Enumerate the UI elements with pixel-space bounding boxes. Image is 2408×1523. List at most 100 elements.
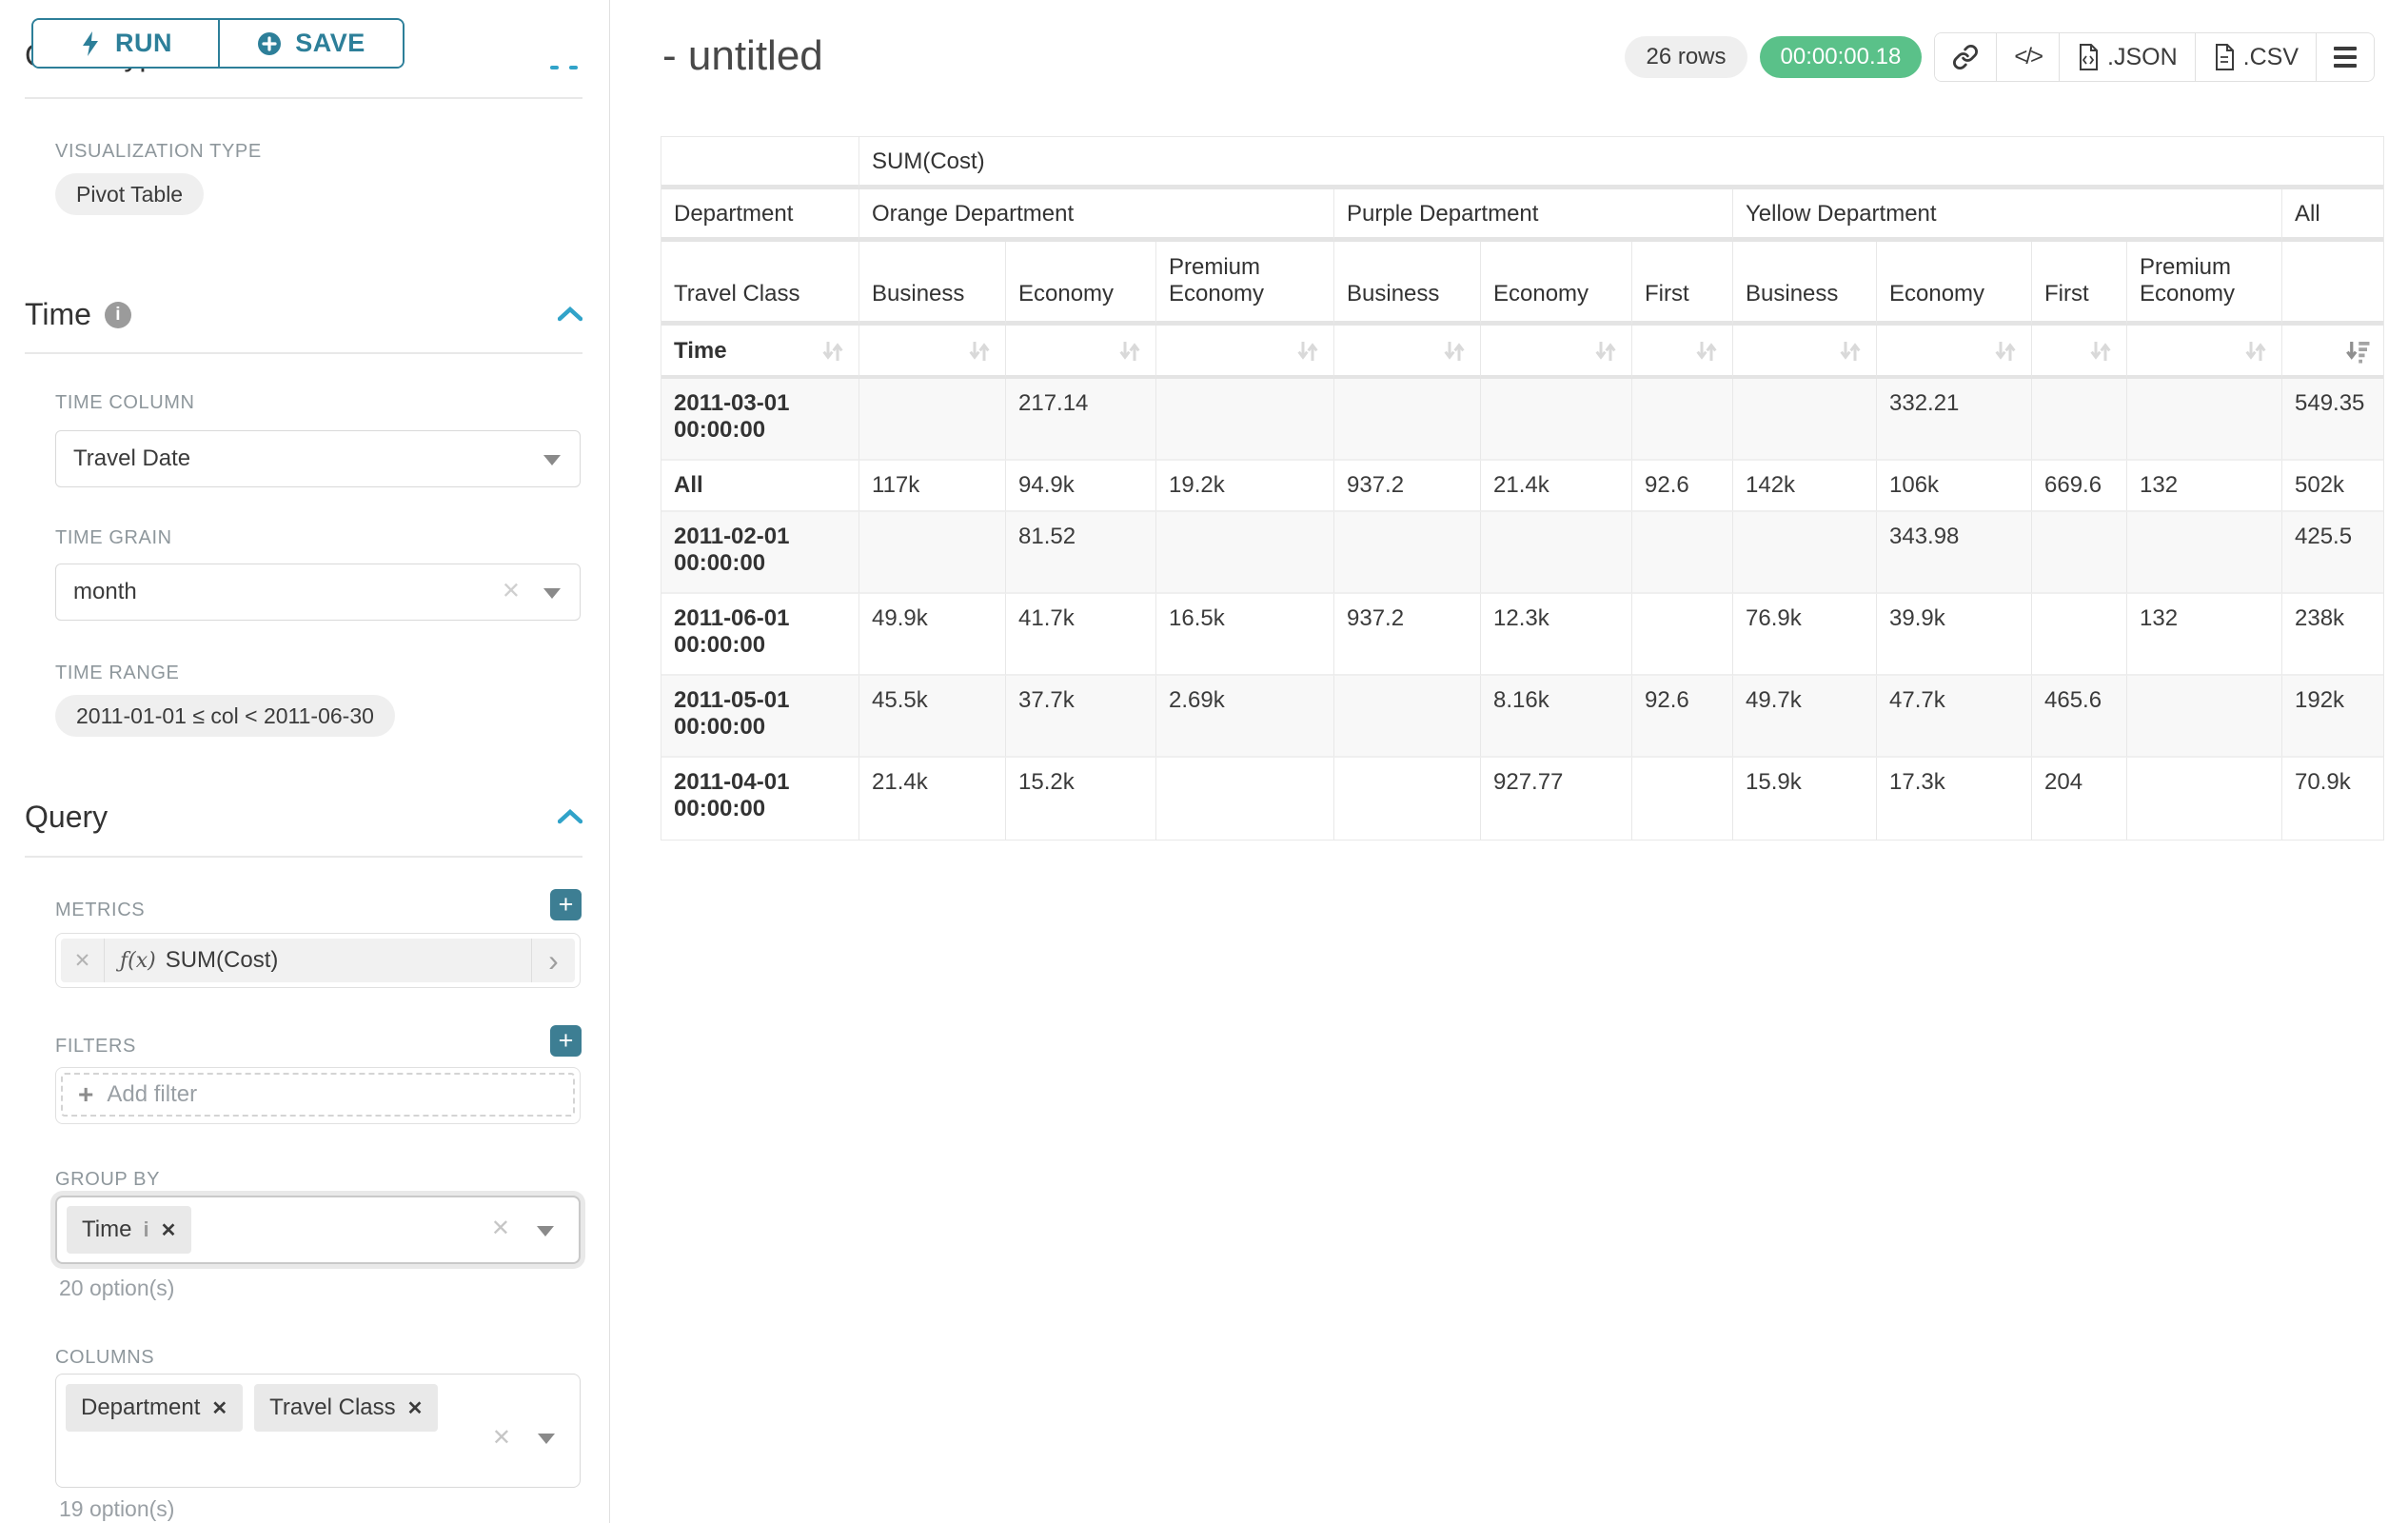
pivot-col-header: Economy bbox=[1481, 242, 1632, 326]
sort-toggle[interactable] bbox=[1733, 326, 1877, 379]
pivot-cell: 937.2 bbox=[1334, 461, 1481, 512]
file-icon bbox=[2213, 44, 2236, 70]
export-json-button[interactable]: .JSON bbox=[2059, 33, 2195, 81]
columns-chip[interactable]: Department ✕ bbox=[66, 1384, 244, 1432]
share-link-button[interactable] bbox=[1935, 33, 1997, 81]
pivot-cell bbox=[1481, 512, 1632, 594]
visualization-type-value: Pivot Table bbox=[76, 181, 184, 207]
pivot-metric-row: SUM(Cost) bbox=[661, 137, 2384, 189]
pivot-row-header: 2011-03-01 00:00:00 bbox=[661, 379, 859, 461]
filters-label: FILTERS bbox=[55, 1036, 136, 1057]
pivot-cell: 39.9k bbox=[1877, 594, 2032, 676]
add-filter-plus-button[interactable]: + bbox=[550, 1025, 582, 1057]
visualization-type-pill[interactable]: Pivot Table bbox=[55, 173, 205, 215]
pivot-cell: 37.7k bbox=[1006, 676, 1156, 758]
sort-toggle[interactable] bbox=[1632, 326, 1733, 379]
remove-chip-icon[interactable]: ✕ bbox=[211, 1397, 228, 1419]
pivot-cell bbox=[859, 379, 1006, 461]
remove-chip-icon[interactable]: ✕ bbox=[160, 1219, 177, 1241]
columns-select[interactable]: Department ✕ Travel Class ✕ ✕ bbox=[55, 1374, 581, 1488]
chart-header-actions: 26 rows 00:00:00.18 </> bbox=[1625, 32, 2375, 82]
sort-toggle[interactable] bbox=[1481, 326, 1632, 379]
pivot-row-header: 2011-06-01 00:00:00 bbox=[661, 594, 859, 676]
plus-icon: + bbox=[78, 1079, 94, 1109]
sort-toggle[interactable] bbox=[2127, 326, 2282, 379]
pivot-cell: 92.6 bbox=[1632, 676, 1733, 758]
filters-container: + Add filter bbox=[55, 1067, 581, 1124]
run-button-label: RUN bbox=[115, 29, 172, 57]
sort-toggle[interactable] bbox=[1006, 326, 1156, 379]
pivot-cell: 47.7k bbox=[1877, 676, 2032, 758]
pivot-row-header: 2011-04-01 00:00:00 bbox=[661, 758, 859, 840]
pivot-cell: 192k bbox=[2282, 676, 2384, 758]
sort-toggle-time[interactable]: Time bbox=[661, 326, 859, 379]
visualization-type-label: VISUALIZATION TYPE bbox=[55, 141, 262, 162]
menu-button[interactable] bbox=[2316, 33, 2374, 81]
export-button-group: </> .JSON .CSV bbox=[1934, 32, 2375, 82]
pivot-cell: 21.4k bbox=[1481, 461, 1632, 512]
view-query-button[interactable]: </> bbox=[1996, 33, 2060, 81]
pivot-col-header: Premium Economy bbox=[1156, 242, 1334, 326]
time-grain-value: month bbox=[73, 579, 137, 604]
pivot-col-header: Economy bbox=[1877, 242, 2032, 326]
pivot-cell: 238k bbox=[2282, 594, 2384, 676]
chip-label: Travel Class bbox=[269, 1394, 396, 1420]
section-divider bbox=[25, 856, 582, 858]
save-button-label: SAVE bbox=[295, 29, 365, 57]
time-range-pill[interactable]: 2011-01-01 ≤ col < 2011-06-30 bbox=[55, 695, 395, 737]
sort-toggle[interactable] bbox=[1156, 326, 1334, 379]
chevron-down-icon bbox=[543, 455, 561, 465]
clear-icon[interactable]: ✕ bbox=[490, 1216, 510, 1241]
group-by-options-hint: 20 option(s) bbox=[59, 1276, 175, 1300]
pivot-cell: 92.6 bbox=[1632, 461, 1733, 512]
columns-label: COLUMNS bbox=[55, 1347, 155, 1368]
pivot-dim1-label: Department bbox=[661, 189, 859, 242]
panel-resize-dot bbox=[569, 66, 578, 69]
clear-icon[interactable]: ✕ bbox=[491, 1425, 511, 1451]
chevron-down-icon bbox=[538, 1434, 555, 1444]
sort-toggle[interactable] bbox=[859, 326, 1006, 379]
info-icon[interactable]: i bbox=[104, 301, 131, 328]
time-column-select[interactable]: Travel Date bbox=[55, 430, 581, 487]
run-button[interactable]: RUN bbox=[33, 20, 218, 67]
sort-toggle[interactable] bbox=[2032, 326, 2127, 379]
metric-chip[interactable]: ✕ ƒ(x) SUM(Cost) › bbox=[61, 939, 575, 982]
pivot-row: 2011-05-01 00:00:00 45.5k 37.7k 2.69k 8.16k 9… bbox=[661, 676, 2384, 758]
add-filter-button[interactable]: + Add filter bbox=[61, 1073, 575, 1117]
sort-toggle[interactable] bbox=[1334, 326, 1481, 379]
pivot-cell: 19.2k bbox=[1156, 461, 1334, 512]
pivot-cell bbox=[1156, 379, 1334, 461]
time-grain-select[interactable]: month ✕ bbox=[55, 564, 581, 621]
hamburger-menu-icon bbox=[2334, 47, 2357, 68]
remove-chip-icon[interactable]: ✕ bbox=[406, 1397, 424, 1419]
time-section-title: Time bbox=[25, 297, 91, 331]
chip-label: Department bbox=[81, 1394, 201, 1420]
time-range-label: TIME RANGE bbox=[55, 663, 180, 683]
pivot-row: 2011-04-01 00:00:00 21.4k 15.2k 927.77 15.9k… bbox=[661, 758, 2384, 840]
save-button[interactable]: SAVE bbox=[218, 20, 403, 67]
pivot-cell bbox=[1334, 512, 1481, 594]
group-by-select[interactable]: Time i ✕ ✕ bbox=[55, 1196, 581, 1264]
pivot-cell bbox=[2127, 758, 2282, 840]
pivot-cell bbox=[2032, 379, 2127, 461]
info-icon[interactable]: i bbox=[143, 1217, 149, 1241]
remove-metric-icon[interactable]: ✕ bbox=[61, 939, 105, 982]
chevron-right-icon[interactable]: › bbox=[531, 939, 575, 982]
sort-toggle[interactable] bbox=[1877, 326, 2032, 379]
sort-toggle[interactable] bbox=[2282, 326, 2384, 379]
pivot-col-header: First bbox=[1632, 242, 1733, 326]
pivot-table: SUM(Cost) Department Orange Department Purp… bbox=[661, 136, 2385, 841]
pivot-row-header: 2011-05-01 00:00:00 bbox=[661, 676, 859, 758]
pivot-col-header: Economy bbox=[1006, 242, 1156, 326]
pivot-row-header: All bbox=[661, 461, 859, 512]
add-metric-button[interactable]: + bbox=[550, 889, 582, 920]
group-by-chip[interactable]: Time i ✕ bbox=[67, 1206, 192, 1254]
chevron-up-icon[interactable] bbox=[558, 307, 582, 322]
clear-icon[interactable]: ✕ bbox=[501, 578, 521, 604]
chart-title[interactable]: - untitled bbox=[662, 32, 823, 79]
chart-panel: - untitled 26 rows 00:00:00.18 </> bbox=[610, 0, 2408, 1523]
export-csv-button[interactable]: .CSV bbox=[2194, 33, 2316, 81]
pivot-cell: 332.21 bbox=[1877, 379, 2032, 461]
chevron-up-icon[interactable] bbox=[558, 809, 582, 824]
columns-chip[interactable]: Travel Class ✕ bbox=[254, 1384, 439, 1432]
